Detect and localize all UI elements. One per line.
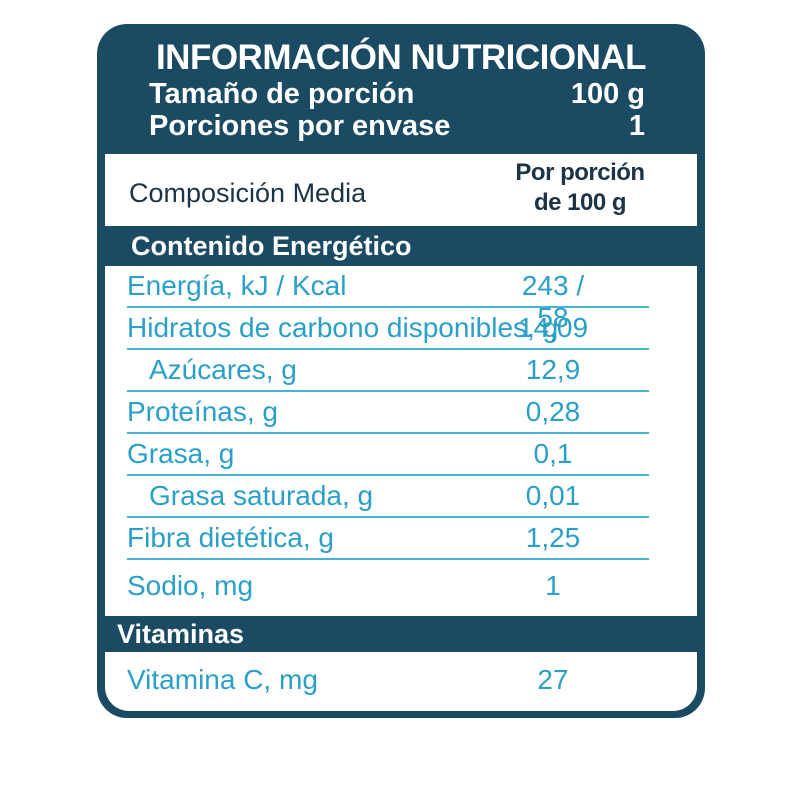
nutrient-row: Grasa saturada, g 0,01	[127, 476, 649, 518]
vitamin-name: Vitamina C, mg	[127, 664, 318, 695]
per-portion-line-1: Por porción	[515, 159, 645, 186]
energy-section-header: Contenido Energético	[105, 226, 697, 266]
servings-per-container-row: Porciones por envase 1	[149, 110, 645, 143]
serving-size-label: Tamaño de porción	[149, 78, 415, 110]
nutrient-row: Proteínas, g 0,28	[127, 392, 649, 434]
nutrient-row: Sodio, mg 1	[127, 566, 649, 606]
nutrient-value: 0,28	[525, 396, 581, 427]
column-header: Composición Media Por porción de 100 g	[105, 154, 697, 226]
serving-size-row: Tamaño de porción 100 g	[149, 78, 645, 111]
composition-label: Composición Media	[129, 178, 367, 208]
servings-per-container-value: 1	[628, 110, 645, 142]
nutrient-name: Grasa, g	[127, 438, 235, 469]
nutrient-value: 14,09	[517, 312, 589, 343]
nutrition-facts-panel: INFORMACIÓN NUTRICIONAL Tamaño de porció…	[97, 24, 705, 718]
nutrient-value: 1	[545, 570, 561, 601]
nutrient-value: 1,25	[525, 522, 581, 553]
per-portion-header: Por porción de 100 g	[515, 158, 645, 218]
nutrition-header: INFORMACIÓN NUTRICIONAL Tamaño de porció…	[97, 24, 705, 154]
nutrient-row: Energía, kJ / Kcal 243 / 58	[127, 266, 649, 333]
nutrient-value: 0,1	[533, 438, 573, 469]
nutrient-row: Hidratos de carbono disponibles, g 14,09	[127, 308, 649, 350]
vitamin-row: Vitamina C, mg 27	[127, 660, 649, 700]
serving-size-value: 100 g	[570, 78, 645, 110]
nutrient-value: 12,9	[525, 354, 581, 385]
nutrient-name: Energía, kJ / Kcal	[127, 270, 347, 301]
servings-per-container-label: Porciones por envase	[149, 110, 451, 142]
nutrient-name: Proteínas, g	[127, 396, 278, 427]
nutrient-value: 243 / 58	[521, 270, 585, 333]
nutrient-name: Grasa saturada, g	[149, 480, 374, 511]
per-portion-line-2: de 100 g	[533, 189, 627, 216]
nutrient-name: Hidratos de carbono disponibles, g	[127, 312, 559, 343]
vitamin-value: 27	[537, 664, 569, 695]
nutrient-value: 0,01	[525, 480, 581, 511]
nutrient-row: Grasa, g 0,1	[127, 434, 649, 476]
nutrient-name: Fibra dietética, g	[127, 522, 334, 553]
nutrient-row: Fibra dietética, g 1,25	[127, 518, 649, 560]
nutrient-name: Azúcares, g	[149, 354, 297, 385]
nutrition-title: INFORMACIÓN NUTRICIONAL	[155, 38, 647, 77]
vitamins-section-header: Vitaminas	[105, 616, 697, 652]
nutrition-table: Composición Media Por porción de 100 g C…	[105, 154, 697, 711]
nutrient-name: Sodio, mg	[127, 570, 254, 601]
nutrient-row: Azúcares, g 12,9	[127, 350, 649, 392]
